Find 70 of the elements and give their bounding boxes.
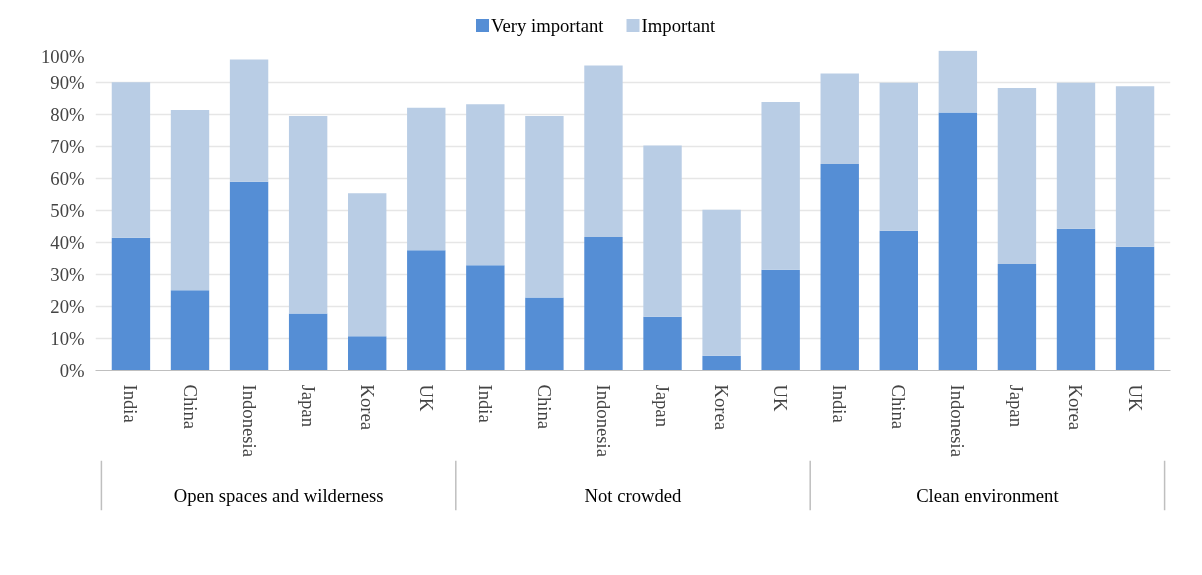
bar [997, 263, 1037, 371]
y-tick-label: 50% [50, 200, 85, 221]
x-tick-label: Korea [356, 384, 378, 431]
x-tick-label: India [474, 384, 496, 424]
bar [1056, 228, 1096, 371]
x-tick-label: China [533, 384, 555, 430]
x-tick-label: Japan [652, 384, 674, 428]
bar [466, 265, 505, 371]
bar [1115, 246, 1155, 371]
bar [288, 313, 328, 371]
x-tick-label: Indonesia [947, 384, 969, 458]
bar [407, 250, 446, 371]
x-tick-label: UK [1124, 384, 1146, 412]
bar [525, 297, 564, 371]
bar [407, 107, 446, 251]
bar [761, 102, 800, 270]
y-tick-label: 70% [50, 136, 85, 157]
y-tick-label: 80% [50, 104, 85, 125]
x-tick-label: Korea [711, 384, 733, 431]
bar [229, 181, 269, 371]
text: Clean environment [916, 485, 1060, 506]
bar [229, 59, 269, 182]
x-tick-label: India [120, 384, 142, 424]
x-tick-label: Japan [297, 384, 319, 428]
bar [348, 336, 387, 371]
text: Not crowded [584, 485, 683, 506]
bar [879, 230, 918, 371]
bar [584, 237, 623, 371]
x-tick-label: Korea [1065, 384, 1087, 431]
legend-label: Very important [491, 15, 605, 36]
bar [170, 290, 210, 371]
text: Open spaces and wilderness [173, 485, 384, 506]
bar [643, 316, 682, 371]
x-tick-label: China [179, 384, 201, 430]
bar [879, 82, 918, 231]
x-tick-label: Japan [1006, 384, 1028, 428]
bar [1115, 86, 1155, 247]
bar [820, 73, 859, 165]
bar [643, 145, 682, 317]
y-tick-label: 100% [40, 45, 85, 67]
bar [702, 355, 741, 371]
legend-label: Important [641, 15, 716, 36]
bar [466, 104, 505, 266]
bar [997, 87, 1037, 264]
y-tick-label: 20% [50, 296, 85, 317]
bar [111, 237, 151, 371]
bar [938, 50, 978, 113]
y-tick-label: 90% [50, 72, 85, 93]
bar [1056, 82, 1096, 229]
bar [702, 209, 741, 356]
x-tick-label: UK [770, 384, 792, 412]
y-tick-label: 0% [59, 360, 85, 381]
x-tick-label: India [829, 384, 851, 424]
y-tick-label: 40% [50, 232, 85, 253]
y-tick-label: 60% [50, 168, 85, 189]
y-tick-label: 30% [50, 264, 85, 285]
x-tick-label: China [888, 384, 910, 430]
bar [761, 269, 800, 371]
bar [938, 112, 978, 371]
bar [820, 164, 859, 371]
bar [348, 193, 387, 337]
bar [288, 116, 328, 314]
x-tick-label: Indonesia [592, 384, 614, 458]
bar [111, 82, 151, 238]
bar [170, 110, 210, 291]
x-tick-label: UK [415, 384, 437, 412]
bar [584, 65, 623, 238]
x-tick-label: Indonesia [238, 384, 260, 458]
y-tick-label: 10% [50, 328, 85, 349]
bar [525, 116, 564, 298]
